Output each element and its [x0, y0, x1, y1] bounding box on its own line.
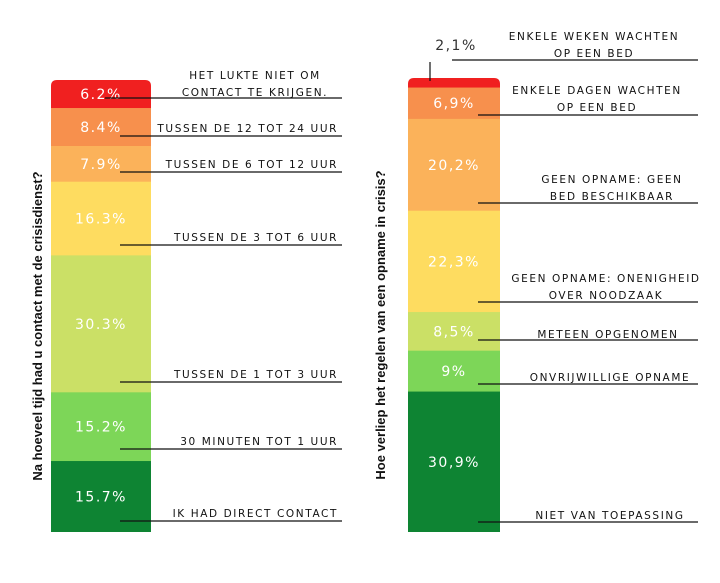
chart-1-axis-title: Na hoeveel tijd had u contact met de cri… — [30, 171, 45, 480]
segment-1-4 — [51, 181, 151, 256]
segment-2-7-category-label: NIET VAN TOEPASSING — [535, 510, 684, 522]
segment-2-3-category-label: GEEN OPNAME: GEEN — [541, 174, 682, 186]
segment-2-5-category-label: METEEN OPGENOMEN — [537, 329, 678, 341]
segment-2-1 — [408, 78, 500, 89]
chart-1-callouts: 6.2% HET LUKTE NIET OM CONTACT TE KRIJGEN.… — [75, 70, 342, 522]
segment-1-5-category-label: TUSSEN DE 1 TOT 3 UUR — [173, 369, 338, 381]
segment-2-3-category-label: BED BESCHIKBAAR — [550, 191, 674, 203]
segment-2-7 — [408, 391, 500, 532]
segment-2-2-category-label: OP EEN BED — [557, 102, 637, 114]
segment-2-1-category-label: OP EEN BED — [554, 48, 634, 60]
segment-1-6-category-label: 30 MINUTEN TOT 1 UUR — [180, 436, 338, 448]
segment-2-4-category-label: GEEN OPNAME: ONENIGHEID — [511, 273, 700, 285]
segment-1-6-value-label: 15.2% — [75, 420, 127, 436]
segment-1-5 — [51, 255, 151, 393]
segment-1-1-category-label: CONTACT TE KRIJGEN. — [182, 87, 328, 99]
chart-2: Hoe verliep het regelen van een opname i… — [373, 31, 700, 532]
segment-2-1-value-label: 2,1% — [435, 38, 477, 54]
segment-2-2 — [408, 87, 500, 120]
segment-1-3-category-label: TUSSEN DE 6 TOT 12 UUR — [165, 159, 338, 171]
segment-2-4 — [408, 210, 500, 313]
segment-2-6-category-label: ONVRIJWILLIGE OPNAME — [530, 372, 691, 384]
segment-2-5 — [408, 312, 500, 352]
chart-2-callouts: 2,1% ENKELE WEKEN WACHTEN OP EEN BED 6,9% EN… — [428, 31, 700, 523]
segment-1-4-category-label: TUSSEN DE 3 TOT 6 UUR — [173, 232, 338, 244]
segment-1-1 — [51, 80, 151, 109]
segment-1-7 — [51, 461, 151, 532]
segment-2-2-value-label: 6,9% — [433, 96, 475, 112]
chart-1: Na hoeveel tijd had u contact met de cri… — [30, 70, 342, 532]
segment-2-6 — [408, 350, 500, 393]
segment-2-5-value-label: 8,5% — [433, 324, 475, 340]
chart-2-axis-title: Hoe verliep het regelen van een opname i… — [373, 170, 388, 479]
segment-1-7-value-label: 15.7% — [75, 490, 127, 506]
segment-1-2-value-label: 8.4% — [80, 120, 122, 136]
segment-1-1-value-label: 6.2% — [80, 87, 122, 103]
segment-2-2-category-label: ENKELE DAGEN WACHTEN — [512, 85, 682, 97]
segment-1-2-category-label: TUSSEN DE 12 TOT 24 UUR — [156, 123, 338, 135]
segment-1-1-category-label: HET LUKTE NIET OM — [189, 70, 321, 82]
chart-2-bar — [408, 78, 500, 532]
segment-2-1-category-label: ENKELE WEKEN WACHTEN — [509, 31, 680, 43]
segment-2-4-value-label: 22,3% — [428, 254, 480, 270]
segment-1-6 — [51, 392, 151, 462]
segment-1-5-value-label: 30.3% — [75, 317, 127, 333]
segment-1-7-category-label: IK HAD DIRECT CONTACT — [173, 508, 338, 520]
segment-2-3 — [408, 118, 500, 212]
segment-2-7-value-label: 30,9% — [428, 455, 480, 471]
segment-2-6-value-label: 9% — [441, 364, 466, 380]
segment-2-4-category-label: OVER NOODZAAK — [549, 290, 664, 302]
segment-1-3 — [51, 145, 151, 183]
segment-2-3-value-label: 20,2% — [428, 158, 480, 174]
segment-1-3-value-label: 7.9% — [80, 157, 122, 173]
segment-1-4-value-label: 16.3% — [75, 212, 127, 228]
segment-1-2 — [51, 108, 151, 147]
chart-1-bar — [51, 80, 151, 532]
